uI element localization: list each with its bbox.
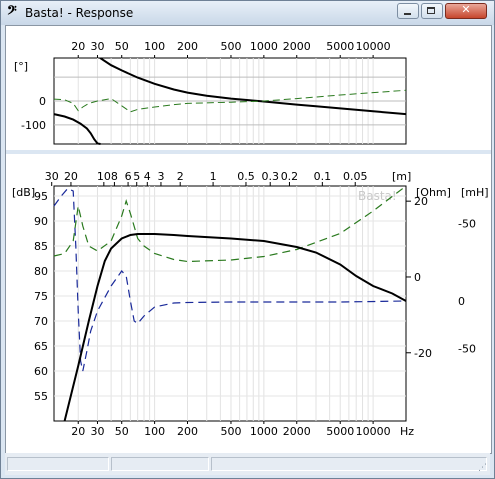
window-title: Basta! - Response: [25, 6, 134, 20]
frequency-tick: 200: [177, 425, 198, 438]
db-ticks: 95 90 85 80 75 70 65 60 55: [34, 190, 48, 403]
db-tick: 90: [34, 215, 48, 228]
distance-tick: 5: [133, 170, 140, 183]
frequency-tick: 30: [90, 425, 104, 438]
frequency-tick: 50: [115, 425, 129, 438]
status-cell: [7, 457, 109, 471]
ohm-axis-label: [Ohm]: [416, 186, 451, 199]
frequency-tick: 2000: [283, 425, 311, 438]
distance-tick: 3: [157, 170, 164, 183]
title-bar[interactable]: 𝄢 Basta! - Response ✕: [1, 1, 494, 25]
phase-ylabel: [°]: [14, 60, 28, 73]
status-cell: [211, 457, 487, 471]
db-tick: 55: [34, 390, 48, 403]
distance-tick: 0.05: [343, 170, 368, 183]
response-plots: 20 30 50 100 200 500 1000 2000 5000 10000 [°] 0-1…: [6, 40, 491, 438]
distance-unit-label: [m]: [392, 170, 411, 183]
ohm-tick: 0: [414, 271, 421, 284]
frequency-tick: 20: [71, 425, 85, 438]
distance-tick: 2: [177, 170, 184, 183]
response-series: [53, 185, 407, 422]
distance-tick: 0.1: [314, 170, 332, 183]
phase-series-line-2: [53, 89, 407, 113]
phase-x-tick: 1000: [250, 40, 278, 53]
status-bar: ⋰: [5, 453, 490, 475]
db-tick: 80: [34, 265, 48, 278]
frequency-tick: 10000: [356, 425, 391, 438]
distance-tick: 0.2: [281, 170, 299, 183]
phase-x-tick: 30: [90, 40, 104, 53]
frequency-tick: 1000: [250, 425, 278, 438]
phase-x-tick: 100: [144, 40, 165, 53]
phase-x-tick: 2000: [283, 40, 311, 53]
ohm-tick: -20: [414, 347, 432, 360]
phase-x-tick: 20: [71, 40, 85, 53]
distance-tick: 30: [45, 170, 59, 183]
mh-tick: -50: [458, 343, 476, 356]
phase-x-tick: 10000: [356, 40, 391, 53]
response-client-area: 20 30 50 100 200 500 1000 2000 5000 10000 [°] 0 -1…: [5, 25, 492, 454]
phase-x-ticks: 20 30 50 100 200 500 1000 2000 5000 10000: [71, 40, 391, 58]
db-tick: 85: [34, 240, 48, 253]
mh-tick: 0: [458, 295, 465, 308]
response-distance-ticks: 30 20 10 8 6 5 4 3 2 1 0.5 0.3 0.2 0.1 0.05: [45, 170, 368, 186]
db-tick: 65: [34, 340, 48, 353]
frequency-tick: 100: [144, 425, 165, 438]
status-cell: [111, 457, 209, 471]
phase-grid: [53, 57, 407, 145]
bass-clef-icon: 𝄢: [7, 3, 17, 21]
db-axis-label: [dB]: [12, 186, 35, 199]
close-button[interactable]: ✕: [445, 3, 487, 19]
ohm-ticks: 20 0 -20: [406, 195, 432, 360]
phase-x-tick: 200: [177, 40, 198, 53]
basta-watermark: Basta!: [358, 189, 397, 203]
distance-tick: 10: [97, 170, 111, 183]
phase-y-tick: 0: [39, 95, 46, 108]
phase-y-tick: -100: [21, 119, 46, 132]
phase-x-tick: 50: [115, 40, 129, 53]
phase-series: [53, 57, 407, 145]
response-series-line-1: [63, 233, 407, 422]
close-icon: ✕: [461, 3, 471, 16]
ohm-tick: 20: [414, 195, 428, 208]
db-tick: 95: [34, 190, 48, 203]
maximize-icon: [427, 7, 435, 14]
response-grid: [53, 185, 407, 422]
response-frame: [53, 185, 407, 422]
frequency-tick: 5000: [326, 425, 354, 438]
distance-tick: 1: [210, 170, 217, 183]
mh-tick: -50: [458, 218, 476, 231]
distance-tick: 6: [125, 170, 132, 183]
mh-axis-label: [mH]: [461, 186, 489, 199]
phase-x-tick: 5000: [326, 40, 354, 53]
plot-splitter[interactable]: [6, 150, 491, 154]
minimize-button[interactable]: [397, 3, 419, 19]
response-series-line-2: [53, 185, 407, 263]
frequency-ticks: 20 30 50 100 200 500 1000 2000 5000 10000 Hz: [71, 421, 414, 438]
phase-series-line-1: [53, 57, 407, 145]
db-tick: 70: [34, 315, 48, 328]
db-tick: 60: [34, 365, 48, 378]
response-series-line-3: [53, 187, 407, 372]
phase-y-ticks: 0 -100: [21, 95, 46, 132]
frequency-tick: 500: [220, 425, 241, 438]
mh-ticks: -50 0 -50: [458, 218, 476, 356]
phase-x-tick: 500: [220, 40, 241, 53]
frequency-unit: Hz: [400, 425, 414, 438]
distance-tick: 0.3: [261, 170, 279, 183]
minimize-icon: [404, 13, 411, 15]
maximize-button[interactable]: [421, 3, 443, 19]
distance-tick: 8: [111, 170, 118, 183]
distance-tick: 4: [144, 170, 151, 183]
distance-tick: 0.5: [237, 170, 255, 183]
resize-grip-icon[interactable]: ⋰: [478, 463, 487, 473]
db-tick: 75: [34, 290, 48, 303]
distance-tick: 20: [64, 170, 78, 183]
